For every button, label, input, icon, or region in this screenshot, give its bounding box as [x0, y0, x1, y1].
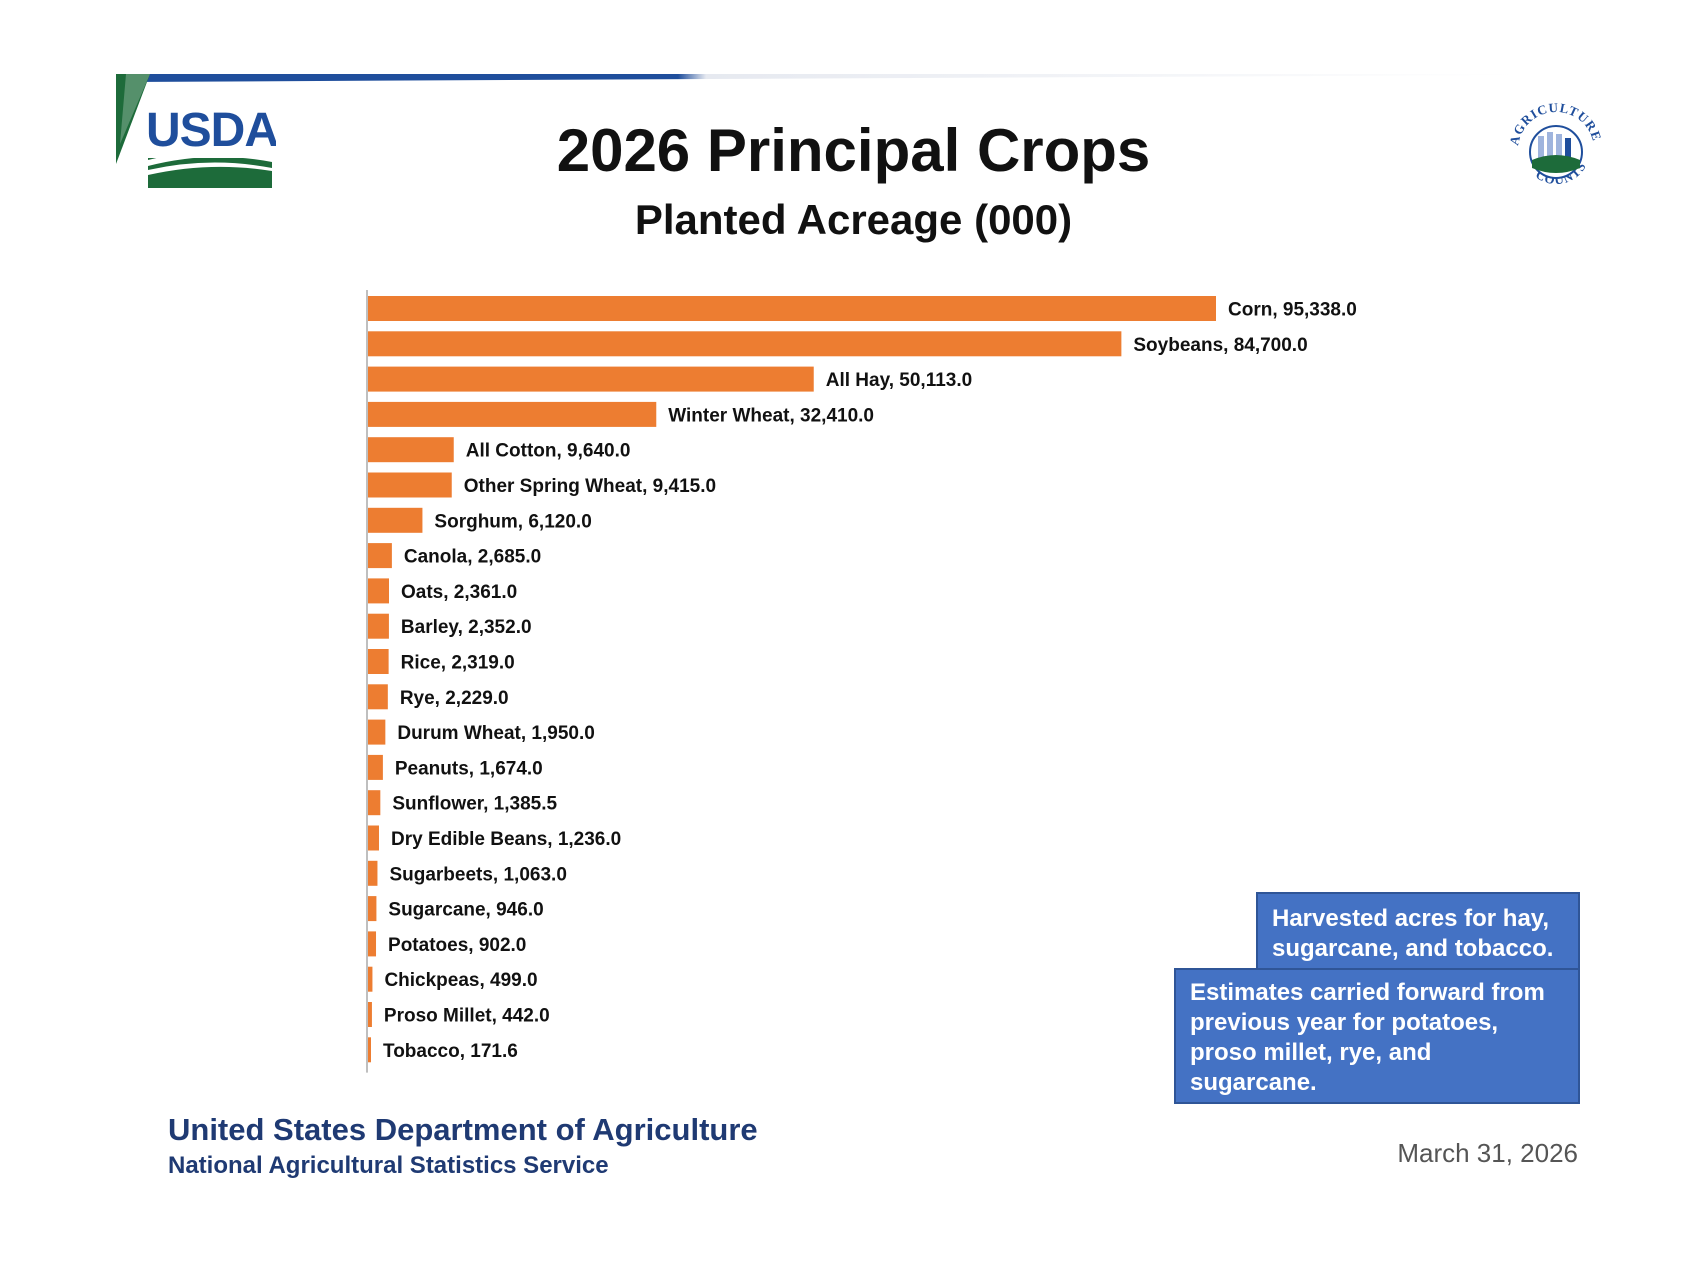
harvested-note-box: Harvested acres for hay, sugarcane, and …	[1256, 892, 1580, 972]
data-label: Winter Wheat, 32,410.0	[668, 405, 874, 426]
data-label: All Hay, 50,113.0	[826, 370, 972, 391]
data-label: Dry Edible Beans, 1,236.0	[391, 829, 621, 850]
usda-logo-text: USDA	[146, 104, 276, 157]
footer-date: March 31, 2026	[1397, 1138, 1578, 1168]
usda-logo: USDA	[116, 74, 276, 188]
bar-durum-wheat	[368, 719, 386, 745]
bar-all-cotton	[368, 437, 454, 463]
data-label: Durum Wheat, 1,950.0	[397, 723, 594, 744]
data-label: Sunflower, 1,385.5	[392, 794, 557, 815]
data-label: Soybeans, 84,700.0	[1133, 335, 1307, 356]
data-label: Other Spring Wheat, 9,415.0	[464, 476, 716, 497]
bar-dry-edible-beans	[368, 825, 379, 851]
bar-potatoes	[368, 931, 377, 957]
bar-other-spring-wheat	[368, 472, 452, 498]
bar-all-hay	[368, 366, 814, 392]
bar-rye	[368, 684, 388, 710]
footer-organization: United States Department of Agriculture	[168, 1112, 758, 1147]
carried-forward-note-box: Estimates carried forward from previous …	[1174, 968, 1580, 1104]
bar-barley	[368, 613, 389, 639]
data-label: Sugarcane, 946.0	[388, 900, 543, 921]
data-label: Canola, 2,685.0	[404, 547, 541, 568]
agriculture-counts-badge: AGRICULTURE COUNTS	[1506, 100, 1604, 188]
data-label: Barley, 2,352.0	[401, 617, 532, 638]
data-label: Potatoes, 902.0	[388, 935, 526, 956]
bar-rice	[368, 649, 389, 674]
bar-chickpeas	[368, 966, 373, 992]
bar-proso-millet	[368, 1002, 372, 1027]
data-label: Chickpeas, 499.0	[384, 970, 537, 991]
bar-sunflower	[368, 790, 381, 816]
header-rule	[118, 74, 1518, 82]
data-label: Sorghum, 6,120.0	[434, 511, 591, 532]
bar-soybeans	[368, 331, 1122, 357]
data-label: Rye, 2,229.0	[400, 688, 509, 709]
bar-sorghum	[368, 507, 423, 533]
data-label: Oats, 2,361.0	[401, 582, 517, 603]
bar-tobacco	[368, 1037, 371, 1063]
data-label: Rice, 2,319.0	[401, 653, 515, 674]
chart-title: 2026 Principal Crops	[556, 117, 1151, 184]
bar-sugarcane	[368, 896, 377, 922]
data-label: Tobacco, 171.6	[383, 1041, 518, 1062]
data-label: Sugarbeets, 1,063.0	[389, 864, 566, 885]
chart-subtitle: Planted Acreage (000)	[634, 196, 1073, 243]
bar-corn	[368, 296, 1216, 321]
footer-agency: National Agricultural Statistics Service	[168, 1152, 609, 1179]
data-label: Corn, 95,338.0	[1228, 300, 1357, 321]
bar-winter-wheat	[368, 401, 657, 427]
data-label: Proso Millet, 442.0	[384, 1006, 550, 1027]
bar-oats	[368, 578, 390, 604]
bar-peanuts	[368, 754, 383, 780]
bar-canola	[368, 543, 392, 569]
bar-sugarbeets	[368, 860, 378, 886]
data-label: All Cotton, 9,640.0	[466, 441, 631, 462]
data-label: Peanuts, 1,674.0	[395, 758, 543, 779]
